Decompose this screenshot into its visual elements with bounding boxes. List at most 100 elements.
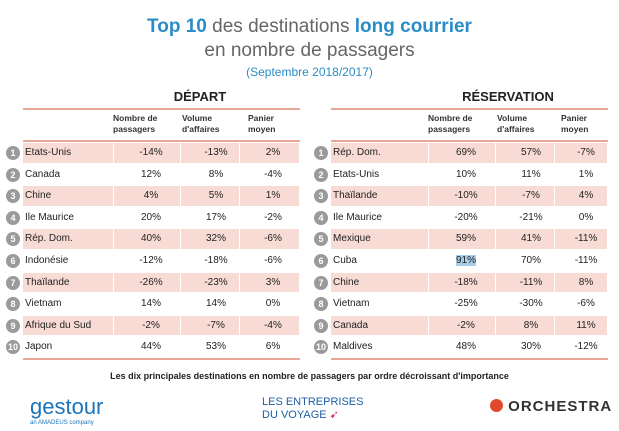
rank-badge: 6 (6, 253, 20, 268)
destination-name: Canada (25, 168, 61, 180)
volume-value: -7% (522, 190, 540, 202)
table-row: 10 Maldives 48% 30% -12% (314, 336, 608, 358)
rank-badge: 7 (6, 275, 20, 290)
table-row: 6 Indonésie -12% -18% -6% (6, 250, 300, 272)
title-line-2: en nombre de passagers (204, 40, 415, 61)
edv-logo: LES ENTREPRISES DU VOYAGE ➹ (262, 396, 363, 422)
basket-value: -7% (577, 147, 595, 158)
col-passengers: Nombre de passagers (113, 113, 158, 134)
destination-name: Afrique du Sud (25, 319, 92, 331)
volume-value: 5% (208, 190, 224, 202)
passengers-text: 14% (140, 298, 161, 310)
basket-value: -11% (574, 233, 598, 245)
table-row: 4 Ile Maurice 20% 17% -2% (6, 207, 300, 229)
basket-value: -11% (574, 254, 598, 266)
rank-badge: 2 (314, 167, 328, 182)
destination-name: Rép. Dom. (333, 147, 381, 158)
basket-value: 6% (265, 341, 281, 353)
volume-value: -7% (207, 319, 225, 331)
gestour-logo-text: gestour (30, 394, 104, 419)
edv-line2-text: DU VOYAGE (262, 409, 327, 421)
volume-value: 8% (523, 319, 539, 331)
table-row: 6 Cuba 91% 70% -11% (314, 250, 608, 272)
passengers-text: 40% (140, 233, 161, 245)
passengers-text: -12% (139, 254, 163, 266)
destination-name: Cuba (333, 254, 357, 266)
passengers-value: -25% (438, 293, 494, 315)
passengers-value: 44% (123, 336, 179, 358)
passengers-value: -12% (123, 250, 179, 272)
basket-value: 3% (265, 276, 281, 288)
orchestra-text: ORCHESTRA (508, 398, 613, 415)
passengers-text: -25% (454, 298, 478, 310)
volume-value: -21% (519, 211, 543, 223)
volume-value: 17% (205, 211, 226, 223)
edv-line2: DU VOYAGE ➹ (262, 409, 363, 422)
orchestra-logo: ORCHESTRA (490, 398, 612, 415)
destination-name: Thaïlande (25, 276, 70, 288)
table-row: 1 Rép. Dom. 69% 57% -7% (314, 142, 608, 164)
passengers-value: 10% (438, 164, 494, 186)
basket-value: -2% (264, 211, 282, 223)
passengers-text: 20% (140, 211, 161, 223)
table-row: 10 Japon 44% 53% 6% (6, 336, 300, 358)
passengers-text: -10% (454, 190, 478, 202)
basket-value: 11% (576, 319, 596, 331)
passengers-value: -2% (123, 315, 179, 337)
volume-value: 30% (520, 341, 541, 353)
passengers-value: 40% (123, 228, 179, 250)
volume-value: 11% (521, 168, 541, 180)
destination-name: Chine (333, 276, 360, 288)
rank-badge: 1 (314, 146, 328, 160)
table-row: 2 Canada 12% 8% -4% (6, 164, 300, 186)
passengers-text: 4% (143, 190, 159, 202)
table-row: 5 Mexique 59% 41% -11% (314, 228, 608, 250)
passengers-value: -14% (123, 142, 179, 164)
reservation-header: Nombre de passagers Volume d'affaires Pa… (331, 108, 608, 142)
rank-badge: 3 (6, 189, 20, 204)
volume-value: 41% (520, 233, 541, 245)
rank-badge: 5 (6, 232, 20, 247)
subtitle: (Septembre 2018/2017) (246, 65, 373, 79)
bottom-rule (331, 357, 608, 360)
rank-badge: 4 (314, 210, 328, 225)
table-row: 8 Vietnam 14% 14% 0% (6, 293, 300, 315)
col-passengers: Nombre de passagers (428, 113, 473, 134)
depart-header: Nombre de passagers Volume d'affaires Pa… (23, 108, 300, 142)
table-row: 4 Ile Maurice -20% -21% 0% (314, 207, 608, 229)
passengers-text: 10% (455, 168, 476, 180)
passengers-text: -2% (457, 319, 475, 331)
col-volume: Volume d'affaires (497, 113, 535, 134)
passengers-value: -26% (123, 272, 179, 294)
passengers-text: 44% (140, 341, 161, 353)
col-basket: Panier moyen (248, 113, 276, 134)
basket-value: 1% (578, 168, 594, 180)
destination-name: Vietnam (333, 298, 370, 310)
caption: Les dix principales destinations en nomb… (110, 371, 509, 381)
basket-value: -4% (264, 319, 282, 331)
passengers-value: -2% (438, 315, 494, 337)
volume-value: 53% (205, 341, 226, 353)
table-row: 1 Etats-Unis -14% -13% 2% (6, 142, 300, 164)
rank-badge: 6 (314, 253, 328, 268)
table-row: 3 Thaïlande -10% -7% 4% (314, 185, 608, 207)
rank-badge: 4 (6, 210, 20, 225)
passengers-value: 20% (123, 207, 179, 229)
passengers-text: -18% (454, 276, 478, 288)
passengers-text: 91% (455, 254, 476, 266)
bottom-rule (23, 357, 300, 360)
basket-value: 0% (578, 211, 594, 223)
rank-badge: 8 (314, 297, 328, 312)
basket-value: 2% (265, 147, 281, 158)
destination-name: Rép. Dom. (25, 233, 73, 245)
title-top10: Top 10 (147, 16, 207, 37)
volume-value: 57% (520, 147, 541, 158)
edv-line1: LES ENTREPRISES (262, 396, 364, 408)
passengers-value: 12% (123, 164, 179, 186)
gestour-logo: gestour an AMADEUS company (30, 394, 103, 427)
passengers-value: 59% (438, 228, 494, 250)
volume-value: -30% (519, 298, 543, 310)
rank-badge: 9 (6, 318, 20, 333)
passengers-value: -20% (438, 207, 494, 229)
passengers-text: 59% (455, 233, 476, 245)
